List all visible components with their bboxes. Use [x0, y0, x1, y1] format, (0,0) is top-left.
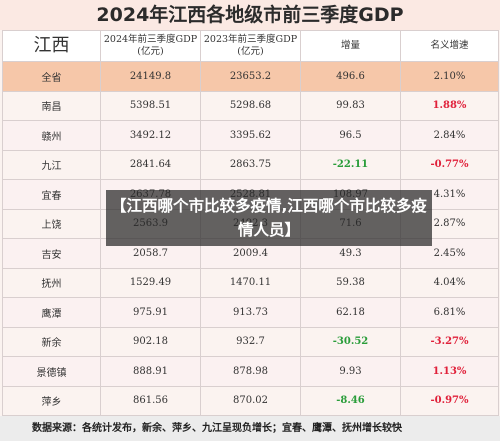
value-cell: 2841.64 [100, 149, 201, 180]
gdp-table: 江西 2024年前三季度GDP (亿元) 2023年前三季度GDP (亿元) 增量 名义… [2, 30, 499, 416]
value-cell: -0.97% [400, 385, 499, 416]
region-cell: 吉安 [2, 238, 101, 269]
table-row: 新余 902.18 932.7 -30.52 -3.27% [2, 326, 499, 357]
value-cell: 3395.62 [200, 120, 301, 151]
value-cell: 2.10% [400, 61, 499, 92]
region-cell: 新余 [2, 326, 101, 357]
value-cell: 96.5 [300, 120, 401, 151]
column-header: 2023年前三季度GDP (亿元) [200, 30, 301, 62]
value-cell: 23653.2 [200, 61, 301, 92]
region-cell: 萍乡 [2, 385, 101, 416]
table-row: 抚州 1529.49 1470.11 59.38 4.04% [2, 267, 499, 298]
table-row: 全省 24149.8 23653.2 496.6 2.10% [2, 61, 499, 92]
table-row: 景德镇 888.91 878.98 9.93 1.13% [2, 356, 499, 387]
value-cell: -30.52 [300, 326, 401, 357]
region-cell: 抚州 [2, 267, 101, 298]
value-cell: 932.7 [200, 326, 301, 357]
column-header: 江西 [2, 30, 101, 62]
value-cell: 878.98 [200, 356, 301, 387]
region-cell: 上饶 [2, 208, 101, 239]
value-cell: 4.04% [400, 267, 499, 298]
value-cell: 5398.51 [100, 90, 201, 121]
region-cell: 景德镇 [2, 356, 101, 387]
table-row: 赣州 3492.12 3395.62 96.5 2.84% [2, 120, 499, 151]
value-cell: 2.84% [400, 120, 499, 151]
value-cell: 62.18 [300, 297, 401, 328]
overlay-caption: 【江西哪个市比较多疫情,江西哪个市比较多疫情人员】 [106, 190, 432, 246]
region-cell: 全省 [2, 61, 101, 92]
value-cell: 3492.12 [100, 120, 201, 151]
value-cell: -22.11 [300, 149, 401, 180]
column-header: 2024年前三季度GDP (亿元) [100, 30, 201, 62]
table-row: 九江 2841.64 2863.75 -22.11 -0.77% [2, 149, 499, 180]
value-cell: 99.83 [300, 90, 401, 121]
value-cell: 870.02 [200, 385, 301, 416]
value-cell: 888.91 [100, 356, 201, 387]
value-cell: 6.81% [400, 297, 499, 328]
value-cell: -8.46 [300, 385, 401, 416]
value-cell: 861.56 [100, 385, 201, 416]
column-header: 增量 [300, 30, 401, 62]
table-row: 鹰潭 975.91 913.73 62.18 6.81% [2, 297, 499, 328]
value-cell: -3.27% [400, 326, 499, 357]
value-cell: 24149.8 [100, 61, 201, 92]
value-cell: 5298.68 [200, 90, 301, 121]
value-cell: 1.13% [400, 356, 499, 387]
value-cell: 902.18 [100, 326, 201, 357]
value-cell: 9.93 [300, 356, 401, 387]
table-row: 南昌 5398.51 5298.68 99.83 1.88% [2, 90, 499, 121]
value-cell: -0.77% [400, 149, 499, 180]
value-cell: 496.6 [300, 61, 401, 92]
region-cell: 鹰潭 [2, 297, 101, 328]
header-row: 江西 2024年前三季度GDP (亿元) 2023年前三季度GDP (亿元) 增量 名义… [2, 30, 499, 62]
value-cell: 975.91 [100, 297, 201, 328]
value-cell: 2863.75 [200, 149, 301, 180]
region-cell: 赣州 [2, 120, 101, 151]
region-cell: 宜春 [2, 179, 101, 210]
title: 2024年江西各地级市前三季度GDP [0, 0, 500, 30]
value-cell: 59.38 [300, 267, 401, 298]
value-cell: 1470.11 [200, 267, 301, 298]
footer: 数据来源：各统计发布，新余、萍乡、九江呈现负增长；宜春、鹰潭、抚州增长较快 [0, 416, 500, 441]
region-cell: 九江 [2, 149, 101, 180]
region-cell: 南昌 [2, 90, 101, 121]
value-cell: 913.73 [200, 297, 301, 328]
value-cell: 1.88% [400, 90, 499, 121]
column-header: 名义增速 [400, 30, 499, 62]
table-row: 萍乡 861.56 870.02 -8.46 -0.97% [2, 385, 499, 416]
value-cell: 1529.49 [100, 267, 201, 298]
